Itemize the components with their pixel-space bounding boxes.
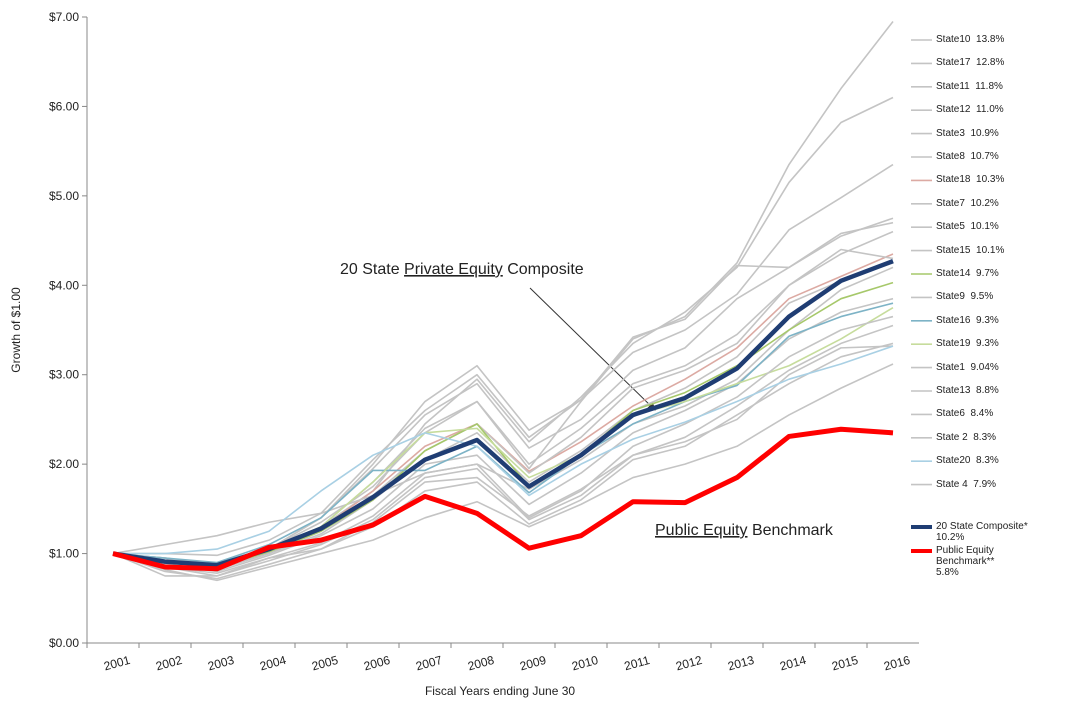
legend-label: State3 10.9% bbox=[936, 127, 999, 139]
series-line bbox=[112, 302, 894, 564]
series-line bbox=[112, 426, 894, 572]
series-line bbox=[112, 342, 894, 580]
x-tick-label: 2011 bbox=[623, 653, 652, 673]
y-tick-label: $2.00 bbox=[49, 457, 79, 471]
annotation-arrow bbox=[529, 287, 656, 411]
annotation-part: Composite bbox=[503, 261, 584, 278]
annotation-part: Benchmark bbox=[748, 522, 834, 539]
annotation: 20 State Private Equity Composite bbox=[340, 261, 584, 278]
annotation-part: Private Equity bbox=[404, 261, 503, 278]
legend-label: State13 8.8% bbox=[936, 385, 999, 396]
series-line bbox=[112, 345, 894, 577]
annotation-part: Public Equity bbox=[655, 522, 748, 539]
y-tick-label: $4.00 bbox=[49, 278, 79, 292]
annotation: Public Equity Benchmark bbox=[655, 522, 834, 539]
series-line bbox=[112, 259, 894, 568]
legend-label: State5 10.1% bbox=[936, 221, 999, 233]
x-tick-label: 2006 bbox=[362, 653, 392, 674]
x-tick-label: 2010 bbox=[570, 653, 600, 674]
y-tick-label: $1.00 bbox=[49, 547, 79, 561]
y-tick-label: $3.00 bbox=[49, 368, 79, 382]
series-line bbox=[112, 324, 894, 577]
series-line bbox=[112, 266, 894, 555]
legend-label: 20 State Composite* 10.2% bbox=[936, 521, 1028, 543]
x-tick-label: 2012 bbox=[674, 653, 704, 674]
series-line bbox=[113, 345, 894, 555]
y-tick-label: $7.00 bbox=[49, 10, 79, 24]
legend-label: State15 10.1% bbox=[936, 244, 1005, 256]
series-line bbox=[112, 248, 894, 571]
y-tick-label: $5.00 bbox=[49, 189, 79, 203]
series-line bbox=[112, 20, 894, 566]
legend-label: State 4 7.9% bbox=[936, 478, 997, 490]
legend-label: State20 8.3% bbox=[936, 455, 999, 467]
legend-label: State11 11.8% bbox=[936, 80, 1003, 92]
x-tick-label: 2007 bbox=[414, 653, 444, 674]
series-line bbox=[112, 230, 894, 568]
series-line bbox=[112, 363, 894, 582]
x-tick-label: 2003 bbox=[206, 653, 236, 674]
x-tick-label: 2013 bbox=[726, 653, 756, 674]
legend-label: State17 12.8% bbox=[936, 57, 1005, 69]
legend-label: State 2 8.3% bbox=[936, 431, 997, 443]
x-tick-label: 2002 bbox=[154, 653, 184, 674]
legend-label: State8 10.7% bbox=[936, 151, 999, 162]
x-tick-label: 2014 bbox=[778, 653, 808, 674]
x-tick-label: 2009 bbox=[518, 653, 548, 674]
legend-label: State18 10.3% bbox=[936, 174, 1005, 186]
x-tick-label: 2008 bbox=[466, 653, 496, 674]
annotation-part: 20 State bbox=[340, 261, 404, 278]
y-tick-label: $0.00 bbox=[49, 636, 79, 650]
x-tick-label: 2005 bbox=[310, 653, 340, 674]
legend-label: State12 11.0% bbox=[936, 104, 1004, 116]
y-tick-label: $6.00 bbox=[49, 99, 79, 113]
legend-label: Public Equity Benchmark** 5.8% bbox=[936, 545, 995, 578]
legend-label: State10 13.8% bbox=[936, 34, 1005, 45]
x-tick-label: 2016 bbox=[882, 653, 912, 674]
series-line bbox=[113, 217, 894, 557]
x-tick-label: 2001 bbox=[102, 653, 132, 674]
legend-label: State14 9.7% bbox=[936, 268, 999, 279]
legend-label: State16 9.3% bbox=[936, 314, 999, 326]
legend-label: State7 10.2% bbox=[936, 197, 999, 209]
series-line bbox=[112, 163, 894, 566]
legend-label: State9 9.5% bbox=[936, 291, 994, 303]
legend-label: State6 8.4% bbox=[936, 408, 994, 420]
legend-label: State1 9.04% bbox=[936, 361, 999, 373]
y-axis-label: Growth of $1.00 bbox=[9, 287, 23, 373]
x-tick-label: 2004 bbox=[258, 653, 288, 674]
legend-label: State19 9.3% bbox=[936, 338, 999, 350]
series-line bbox=[112, 315, 894, 575]
x-axis-label: Fiscal Years ending June 30 bbox=[425, 684, 575, 698]
x-tick-label: 2015 bbox=[830, 653, 860, 674]
